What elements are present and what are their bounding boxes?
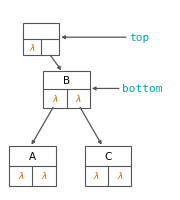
Bar <box>85 146 131 186</box>
Text: B: B <box>63 76 70 86</box>
Bar <box>43 72 90 108</box>
Text: λ: λ <box>41 172 47 180</box>
Text: λ: λ <box>52 95 58 103</box>
Text: λ: λ <box>76 95 81 103</box>
Text: bottom: bottom <box>122 84 163 94</box>
Bar <box>9 146 56 186</box>
Text: λ: λ <box>30 44 35 52</box>
Text: λ: λ <box>94 172 99 180</box>
Bar <box>23 24 59 56</box>
Text: C: C <box>104 151 112 161</box>
Text: λ: λ <box>18 172 23 180</box>
Text: λ: λ <box>117 172 122 180</box>
Text: A: A <box>29 151 36 161</box>
Text: top: top <box>130 33 150 43</box>
